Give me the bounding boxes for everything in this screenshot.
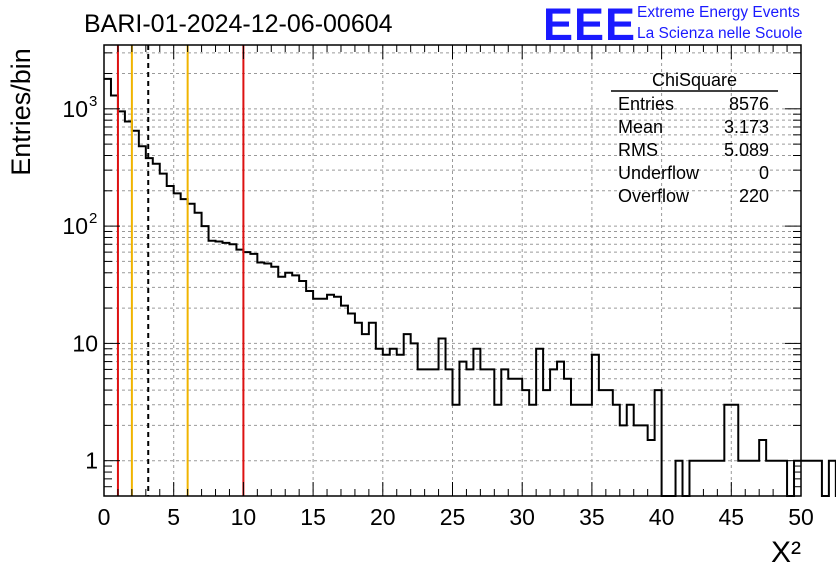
x-tick-label: 10 [231, 504, 257, 530]
reference-lines [116, 45, 245, 496]
histogram-series [104, 77, 836, 497]
y-tick-label: 1 [85, 448, 98, 474]
x-tick-label: 25 [440, 504, 466, 530]
x-axis-label: X² [771, 536, 801, 569]
x-tick-label: 20 [370, 504, 396, 530]
x-tick-label: 0 [98, 504, 111, 530]
org-name-line2: La Scienza nelle Scuole [637, 25, 803, 42]
x-tick-label: 30 [509, 504, 535, 530]
x-tick-label: 5 [167, 504, 180, 530]
x-tick-label: 45 [719, 504, 745, 530]
y-tick-label-exponent: 2 [89, 210, 97, 227]
x-tick-label: 15 [300, 504, 326, 530]
stats-row-value: 5.089 [724, 140, 769, 160]
x-tick-label: 40 [649, 504, 675, 530]
x-tick-label: 35 [579, 504, 605, 530]
stats-row-value: 8576 [729, 94, 769, 114]
stats-title: ChiSquare [652, 70, 737, 90]
y-tick-label-exponent: 3 [89, 93, 97, 110]
stats-row-value: 0 [759, 163, 769, 183]
stats-row-label: Underflow [618, 163, 700, 183]
org-name-line1: Extreme Energy Events [637, 4, 800, 21]
stats-row-value: 3.173 [724, 117, 769, 137]
x-tick-label: 50 [788, 504, 814, 530]
eee-logo: EEE [543, 0, 637, 50]
y-tick-label: 10 [62, 213, 88, 239]
chart-title: BARI-01-2024-12-06-00604 [84, 10, 393, 38]
y-axis-label: Entries/bin [6, 48, 36, 176]
stats-row-label: Overflow [618, 186, 690, 206]
stats-row-value: 220 [739, 186, 769, 206]
stats-box: ChiSquare Entries 8576 Mean 3.173 RMS 5.089 Und… [611, 70, 778, 206]
histogram-line [104, 77, 836, 497]
y-tick-label: 10 [62, 96, 88, 122]
grid-lines [104, 45, 801, 496]
stats-row-label: Mean [618, 117, 663, 137]
stats-row-label: RMS [618, 140, 658, 160]
stats-row-label: Entries [618, 94, 674, 114]
y-tick-label: 10 [72, 330, 98, 356]
